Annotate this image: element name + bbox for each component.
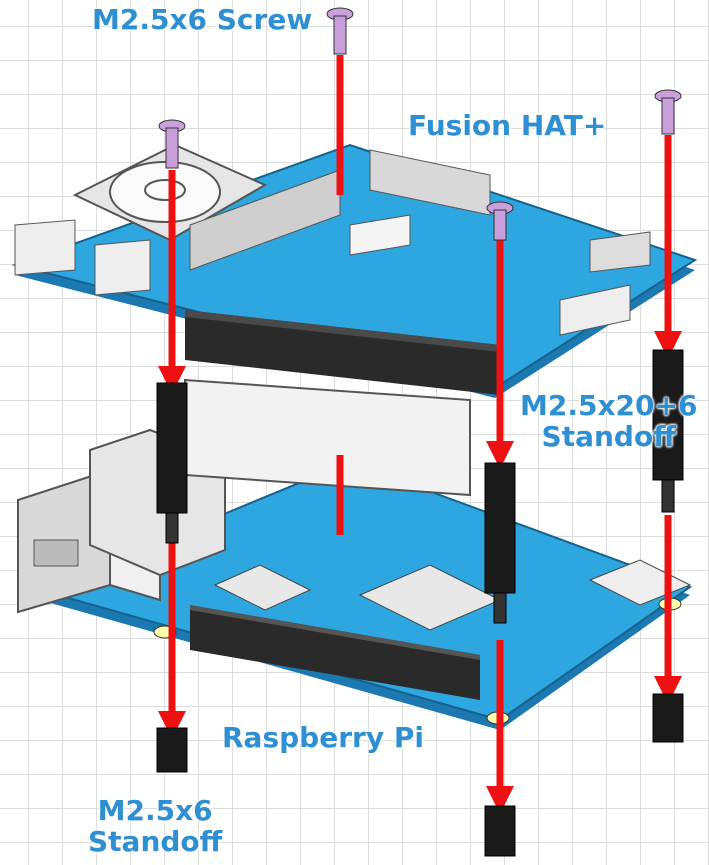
guide-arrows xyxy=(158,55,682,814)
short-standoffs xyxy=(156,693,684,857)
short-standoff-left xyxy=(156,727,188,773)
screws xyxy=(158,7,682,241)
hat-pin-headers xyxy=(185,149,500,395)
short-standoff-middle xyxy=(484,805,516,857)
long-standoff-right xyxy=(652,349,684,513)
pi-chips xyxy=(213,559,692,631)
short-standoff-right xyxy=(652,693,684,743)
long-standoff-left xyxy=(156,382,188,544)
label-fusion-hat: Fusion HAT+ xyxy=(408,109,607,142)
screw-middle xyxy=(486,201,514,241)
long-standoff-middle xyxy=(484,462,516,624)
label-raspberry-pi: Raspberry Pi xyxy=(222,721,424,754)
long-standoffs xyxy=(156,349,684,624)
screw-right xyxy=(654,89,682,135)
gpio-extender xyxy=(184,378,471,497)
screw-left xyxy=(158,119,186,169)
screw-back xyxy=(326,7,354,55)
hat-connectors xyxy=(14,214,651,336)
label-long-standoff: M2.5x20+6 Standoff xyxy=(520,389,698,453)
label-screw: M2.5x6 Screw xyxy=(92,3,313,36)
pi-gpio-header xyxy=(190,605,480,700)
label-short-standoff: M2.5x6 Standoff xyxy=(88,794,223,858)
